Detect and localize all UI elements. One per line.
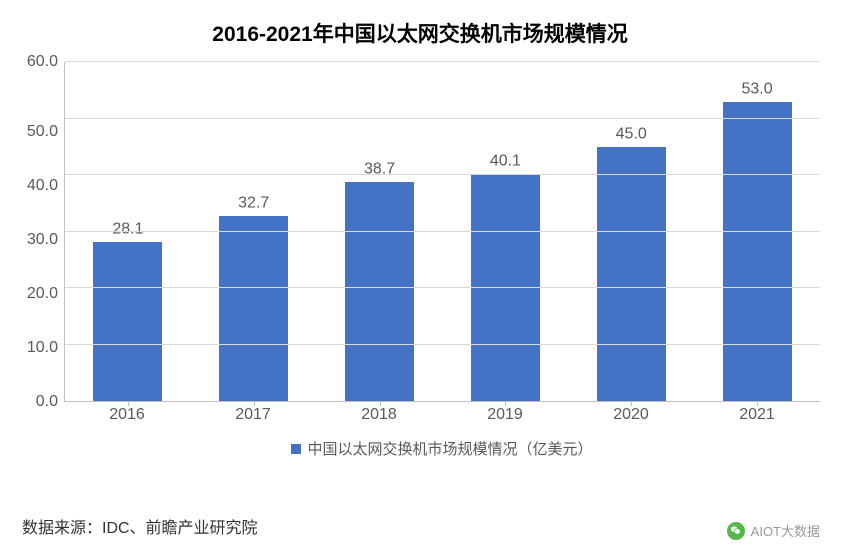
bar-value-label: 40.1 (490, 153, 521, 171)
x-tick-mark (757, 401, 758, 406)
bar-value-label: 53.0 (741, 80, 772, 98)
x-tick-label: 2021 (694, 406, 820, 424)
y-tick-label: 40.0 (27, 178, 58, 194)
x-tick-mark (128, 401, 129, 406)
y-tick-label: 30.0 (27, 232, 58, 248)
y-tick-label: 0.0 (36, 394, 58, 410)
x-tick-label: 2020 (568, 406, 694, 424)
y-tick-label: 50.0 (27, 124, 58, 140)
x-tick-mark (631, 401, 632, 406)
y-tick-label: 10.0 (27, 340, 58, 356)
bar-slot: 32.7 (191, 216, 317, 401)
x-tick-mark (254, 401, 255, 406)
x-tick-mark (380, 401, 381, 406)
data-source-footer: 数据来源：IDC、前瞻产业研究院 (22, 514, 258, 538)
watermark: AIOT大数据 (727, 521, 820, 540)
bar-value-label: 38.7 (364, 161, 395, 179)
wechat-icon (727, 522, 745, 540)
bar (723, 102, 792, 401)
x-tick-label: 2016 (64, 406, 190, 424)
grid-line (65, 118, 820, 119)
legend-swatch (291, 444, 301, 454)
bar-slot: 38.7 (317, 182, 443, 401)
bar-value-label: 32.7 (238, 195, 269, 213)
bar (345, 182, 414, 401)
y-tick-label: 60.0 (27, 54, 58, 70)
plot-area: 28.132.738.740.145.053.0 (64, 62, 820, 402)
watermark-label: AIOT大数据 (751, 521, 820, 540)
y-axis: 60.050.040.030.020.010.00.0 (20, 62, 64, 402)
x-tick-label: 2018 (316, 406, 442, 424)
bar (597, 147, 666, 401)
grid-line (65, 174, 820, 175)
legend-label: 中国以太网交换机市场规模情况（亿美元） (307, 438, 592, 459)
bar-value-label: 45.0 (616, 125, 647, 143)
grid-line (65, 61, 820, 62)
bar (219, 216, 288, 401)
grid-line (65, 287, 820, 288)
grid-line (65, 231, 820, 232)
x-tick-mark (505, 401, 506, 406)
bar-slot: 53.0 (694, 102, 820, 401)
bar-slot: 45.0 (568, 147, 694, 401)
y-tick-label: 20.0 (27, 286, 58, 302)
x-axis: 201620172018201920202021 (64, 402, 820, 424)
x-tick-label: 2019 (442, 406, 568, 424)
grid-line (65, 344, 820, 345)
bars-group: 28.132.738.740.145.053.0 (65, 62, 820, 401)
legend: 中国以太网交换机市场规模情况（亿美元） (64, 424, 820, 459)
x-tick-label: 2017 (190, 406, 316, 424)
plot-wrapper: 60.050.040.030.020.010.00.0 28.132.738.7… (20, 62, 820, 402)
bar-slot: 28.1 (65, 242, 191, 401)
chart-container: 2016-2021年中国以太网交换机市场规模情况 60.0 50.0 40.0 30.… (0, 0, 850, 556)
bar (93, 242, 162, 401)
chart-title: 2016-2021年中国以太网交换机市场规模情况 (20, 18, 820, 48)
